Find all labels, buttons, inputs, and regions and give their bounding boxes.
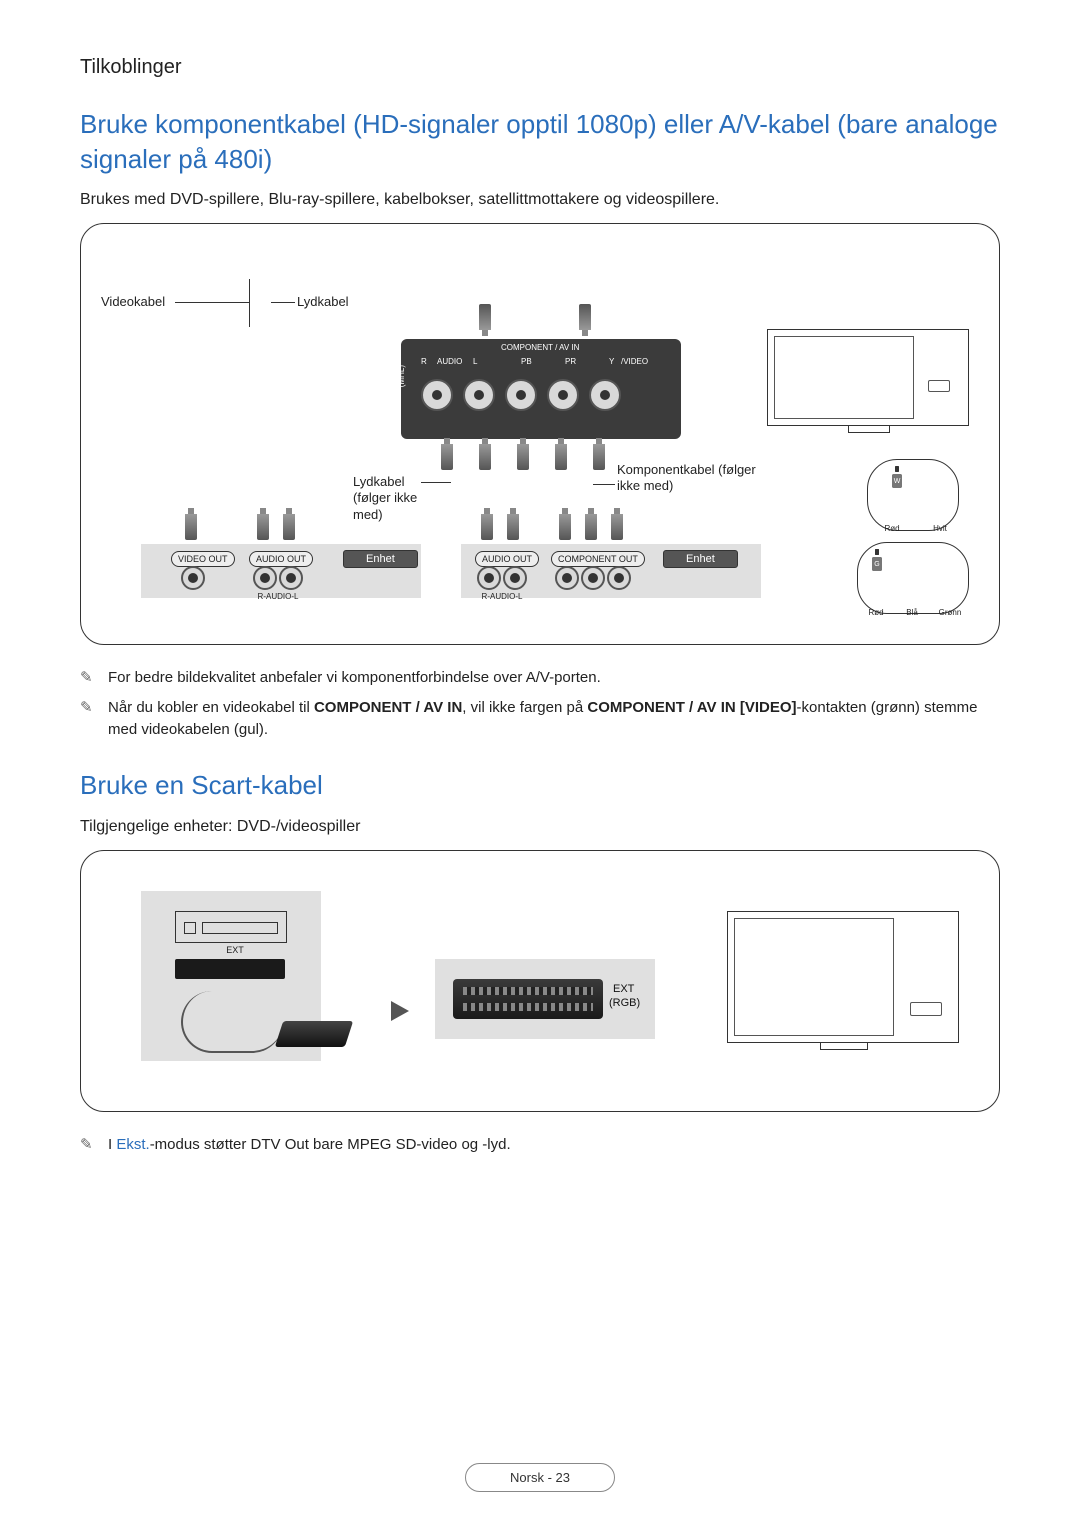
diagram-component: Videokabel Lydkabel COMPONENT / AV IN (M… bbox=[80, 223, 1000, 645]
port-audio-2b bbox=[503, 566, 527, 590]
page-footer: Norsk - 23 bbox=[0, 1463, 1080, 1492]
section-label: Tilkoblinger bbox=[80, 56, 1000, 79]
port-comp-pr bbox=[581, 566, 605, 590]
component-out-pill: COMPONENT OUT bbox=[551, 551, 645, 567]
line bbox=[421, 482, 451, 483]
enhet-2: Enhet bbox=[663, 550, 738, 568]
color-rod-1: Rød bbox=[877, 524, 907, 533]
plug-c3 bbox=[611, 514, 623, 540]
port-video-out bbox=[181, 566, 205, 590]
plug-a3 bbox=[481, 514, 493, 540]
port-label-pb: PB bbox=[521, 357, 532, 366]
plug-a1 bbox=[257, 514, 269, 540]
scart-connector bbox=[453, 979, 603, 1019]
ext-small: EXT bbox=[215, 945, 255, 955]
diagram-scart: EXT EXT (RGB) bbox=[80, 850, 1000, 1112]
notes-2: I Ekst.-modus støtter DTV Out bare MPEG … bbox=[80, 1134, 1000, 1156]
page-number: Norsk - 23 bbox=[465, 1463, 615, 1492]
connector-bot-3 bbox=[517, 444, 529, 470]
connector-top-1 bbox=[479, 304, 491, 330]
connector-bot-2 bbox=[479, 444, 491, 470]
audio-out-pill-2: AUDIO OUT bbox=[475, 551, 539, 567]
port-label-pr: PR bbox=[565, 357, 576, 366]
cable-bubble-3: R B G bbox=[857, 542, 969, 614]
port-label-audio: AUDIO bbox=[437, 357, 462, 366]
port-label-video: /VIDEO bbox=[621, 357, 648, 366]
ext-rgb-2: (RGB) bbox=[609, 997, 640, 1010]
line bbox=[593, 484, 615, 485]
ext-rgb-1: EXT bbox=[613, 983, 634, 996]
plug-a4 bbox=[507, 514, 519, 540]
plug-c1 bbox=[559, 514, 571, 540]
plug-a2 bbox=[283, 514, 295, 540]
plug-w: W bbox=[892, 466, 902, 488]
color-rod-2: Rød bbox=[861, 608, 891, 617]
line bbox=[271, 302, 295, 303]
monitor bbox=[767, 329, 969, 426]
line bbox=[175, 302, 249, 303]
color-hvit: Hvit bbox=[925, 524, 955, 533]
intro-2: Tilgjengelige enheter: DVD-/videospiller bbox=[80, 818, 1000, 836]
cable-curl-1 bbox=[181, 991, 283, 1053]
connector-bot-5 bbox=[593, 444, 605, 470]
line bbox=[249, 279, 250, 327]
port-r bbox=[421, 379, 453, 411]
video-out-pill: VIDEO OUT bbox=[171, 551, 235, 567]
color-bla: Blå bbox=[897, 608, 927, 617]
note-2-1: I Ekst.-modus støtter DTV Out bare MPEG … bbox=[80, 1134, 1000, 1156]
connector-top-2 bbox=[579, 304, 591, 330]
port-comp-pb bbox=[555, 566, 579, 590]
intro-1: Brukes med DVD-spillere, Blu-ray-spiller… bbox=[80, 191, 1000, 209]
label-videokabel: Videokabel bbox=[101, 294, 165, 310]
port-y bbox=[589, 379, 621, 411]
port-audio-1b bbox=[279, 566, 303, 590]
label-komponentkabel: Komponentkabel (følger ikke med) bbox=[617, 462, 777, 495]
port-comp-y bbox=[607, 566, 631, 590]
note-1-2: Når du kobler en videokabel til COMPONEN… bbox=[80, 697, 1000, 741]
port-audio-2a bbox=[477, 566, 501, 590]
av-panel: COMPONENT / AV IN (MHL) R AUDIO L PB PR … bbox=[401, 339, 681, 439]
panel-title: COMPONENT / AV IN bbox=[501, 343, 579, 352]
audio-out-pill-1: AUDIO OUT bbox=[249, 551, 313, 567]
label-lydkabel: Lydkabel bbox=[297, 294, 349, 310]
tv-scart bbox=[727, 911, 959, 1043]
plug-video bbox=[185, 514, 197, 540]
mhl-label: (MHL) bbox=[397, 365, 406, 387]
heading-component-av: Bruke komponentkabel (HD-signaler opptil… bbox=[80, 107, 1000, 177]
r-audio-l-1: R-AUDIO-L bbox=[253, 592, 303, 601]
port-audio-1a bbox=[253, 566, 277, 590]
color-gronn: Grønn bbox=[935, 608, 965, 617]
port-l bbox=[463, 379, 495, 411]
port-label-r: R bbox=[421, 357, 427, 366]
note-1-1: For bedre bildekvalitet anbefaler vi kom… bbox=[80, 667, 1000, 689]
plug-c2 bbox=[585, 514, 597, 540]
plug-g3: G bbox=[872, 549, 882, 571]
scart-slot bbox=[175, 959, 285, 979]
arrow-icon bbox=[391, 1001, 409, 1021]
scart-device-top bbox=[175, 911, 287, 943]
enhet-1: Enhet bbox=[343, 550, 418, 568]
port-pb bbox=[505, 379, 537, 411]
notes-1: For bedre bildekvalitet anbefaler vi kom… bbox=[80, 667, 1000, 740]
connector-bot-1 bbox=[441, 444, 453, 470]
connector-bot-4 bbox=[555, 444, 567, 470]
r-audio-l-2: R-AUDIO-L bbox=[477, 592, 527, 601]
scart-plug-left bbox=[275, 1021, 353, 1047]
heading-scart: Bruke en Scart-kabel bbox=[80, 768, 1000, 803]
port-label-l: L bbox=[473, 357, 477, 366]
port-pr bbox=[547, 379, 579, 411]
cable-bubble-2: R W bbox=[867, 459, 959, 531]
port-label-y: Y bbox=[609, 357, 614, 366]
